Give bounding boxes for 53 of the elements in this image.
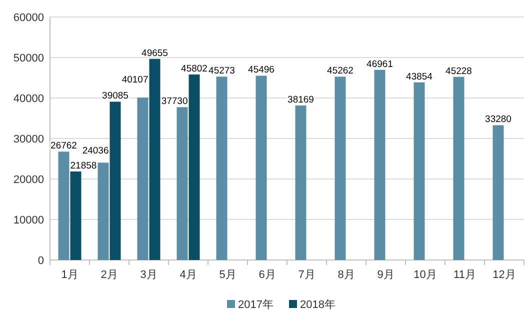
x-tick-label: 2月 [100, 269, 118, 281]
data-label: 33280 [485, 114, 512, 126]
bar [98, 162, 109, 260]
x-tick-label: 3月 [140, 269, 158, 281]
y-tick-label: 30000 [13, 134, 44, 146]
bar [70, 171, 82, 260]
data-label: 38169 [288, 94, 314, 106]
y-tick-label: 40000 [13, 93, 44, 105]
data-label: 39085 [102, 90, 128, 102]
bar [137, 98, 148, 260]
x-tick-label: 7月 [298, 269, 316, 281]
x-tick-label: 4月 [180, 269, 197, 281]
data-label: 45262 [327, 66, 354, 77]
bar [414, 82, 425, 260]
bar [256, 76, 267, 260]
y-tick-label: 20000 [13, 174, 44, 186]
data-label: 24036 [82, 146, 109, 157]
bar [295, 105, 306, 260]
bar [58, 152, 70, 260]
bar [110, 102, 121, 260]
bar [176, 107, 188, 260]
x-tick-label: 9月 [377, 269, 394, 281]
bar [374, 70, 386, 260]
x-tick-label: 8月 [338, 269, 355, 281]
legend-label: 2017年 [238, 299, 274, 311]
x-tick-label: 6月 [258, 269, 276, 281]
y-tick-label: 60000 [13, 12, 44, 24]
legend-label: 2018年 [300, 299, 336, 311]
x-tick-label: 10月 [414, 269, 437, 281]
bar [492, 125, 504, 260]
bar [149, 58, 160, 260]
y-tick-label: 50000 [13, 52, 44, 64]
x-tick-label: 12月 [492, 269, 516, 281]
data-label: 43854 [406, 71, 432, 82]
bar [216, 76, 228, 260]
bar [453, 76, 464, 260]
bar [188, 74, 200, 260]
x-tick-label: 11月 [454, 269, 476, 281]
data-label: 37730 [161, 96, 188, 108]
data-label: 49655 [142, 48, 168, 59]
x-tick-label: 1月 [61, 269, 78, 281]
x-tick-label: 5月 [219, 269, 236, 281]
data-label: 21858 [70, 160, 97, 172]
bar [334, 76, 346, 260]
data-label: 45273 [208, 66, 235, 77]
y-tick-label: 10000 [13, 214, 44, 226]
data-label: 45228 [446, 66, 472, 77]
data-label: 26762 [50, 140, 77, 152]
data-label: 45802 [181, 64, 208, 74]
data-label: 40107 [122, 74, 148, 86]
data-label: 46961 [366, 58, 393, 70]
y-tick-label: 0 [38, 255, 44, 267]
data-label: 45496 [248, 64, 274, 76]
